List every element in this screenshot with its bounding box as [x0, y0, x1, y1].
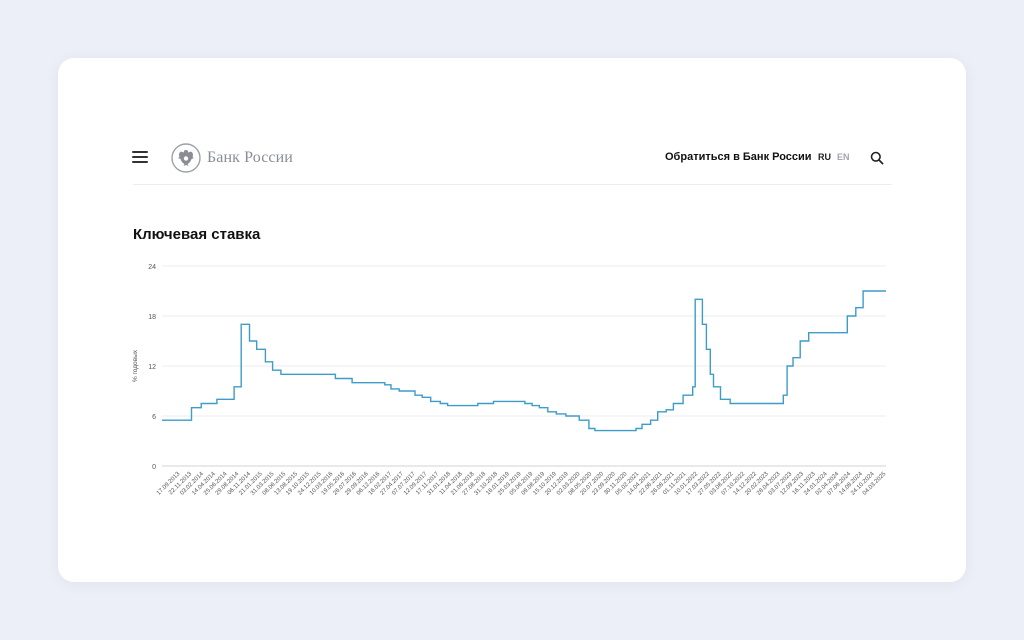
y-tick-label: 0 [152, 464, 156, 471]
lang-en[interactable]: EN [837, 152, 850, 162]
lang-ru[interactable]: RU [818, 152, 831, 162]
y-axis-label: % годовых [132, 349, 139, 382]
bank-emblem-icon [171, 143, 201, 173]
y-tick-label: 18 [148, 314, 156, 321]
content-card [58, 58, 966, 582]
header-divider [133, 184, 892, 185]
y-tick-label: 6 [152, 414, 156, 421]
contact-link[interactable]: Обратиться в Банк России [665, 151, 812, 163]
header: Банк России Обратиться в Банк России RU E… [132, 140, 892, 176]
menu-icon[interactable] [132, 151, 148, 163]
page-title: Ключевая ставка [133, 226, 261, 243]
logo-text: Банк России [207, 149, 293, 166]
logo[interactable]: Банк России [171, 142, 293, 174]
y-tick-label: 24 [148, 264, 156, 271]
search-icon[interactable] [869, 150, 885, 166]
key-rate-line [162, 290, 886, 432]
language-switcher: RU EN [818, 152, 850, 162]
y-tick-label: 12 [148, 364, 156, 371]
